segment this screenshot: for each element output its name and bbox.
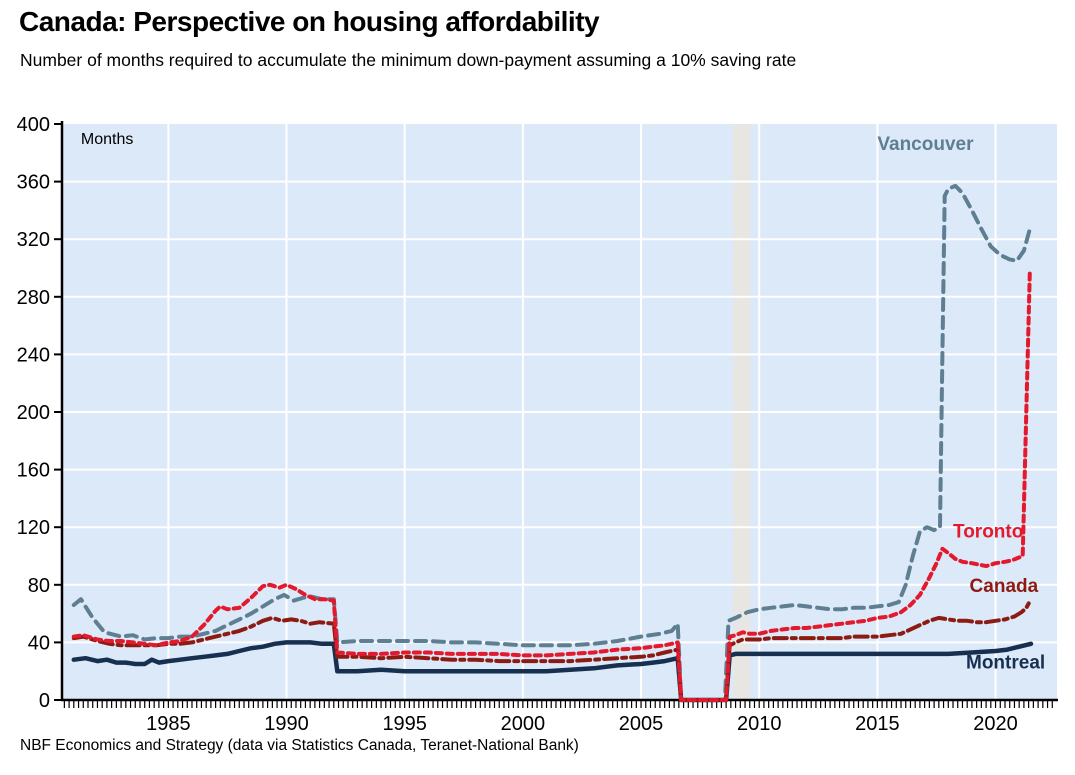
x-tick-label: 2015 [855, 713, 900, 735]
series-line-canada [71, 597, 1033, 702]
y-axis-unit-label: Months [81, 131, 133, 148]
y-tick-label: 0 [39, 690, 50, 712]
y-tick-label: 320 [17, 229, 50, 251]
x-tick-label: 2020 [973, 713, 1018, 735]
x-tick-label: 2005 [619, 713, 664, 735]
series-line-vancouver [71, 183, 1033, 702]
series-line-montreal [71, 640, 1034, 703]
source-note: NBF Economics and Strategy (data via Sta… [20, 737, 579, 754]
series-label-toronto: Toronto [953, 521, 1023, 542]
series-label-montreal: Montreal [966, 652, 1045, 673]
y-tick-label: 280 [17, 287, 50, 309]
y-tick-label: 200 [17, 402, 50, 424]
y-tick-label: 120 [17, 517, 50, 539]
y-tick-label: 160 [17, 460, 50, 482]
y-tick-label: 240 [17, 344, 50, 366]
series-line-toronto [71, 270, 1032, 702]
series-label-vancouver: Vancouver [877, 134, 974, 155]
x-tick-label: 2010 [737, 713, 782, 735]
y-tick-label: 400 [17, 114, 50, 136]
chart-title: Canada: Perspective on housing affordabi… [19, 6, 600, 37]
y-tick-label: 40 [28, 632, 50, 654]
x-tick-label: 1985 [146, 713, 191, 735]
y-tick-label: 360 [17, 172, 50, 194]
chart-subtitle: Number of months required to accumulate … [20, 50, 797, 70]
x-tick-label: 2000 [501, 713, 546, 735]
y-tick-label: 80 [28, 575, 50, 597]
series-label-canada: Canada [970, 576, 1039, 597]
x-tick-label: 1995 [382, 713, 427, 735]
x-tick-label: 1990 [264, 713, 309, 735]
